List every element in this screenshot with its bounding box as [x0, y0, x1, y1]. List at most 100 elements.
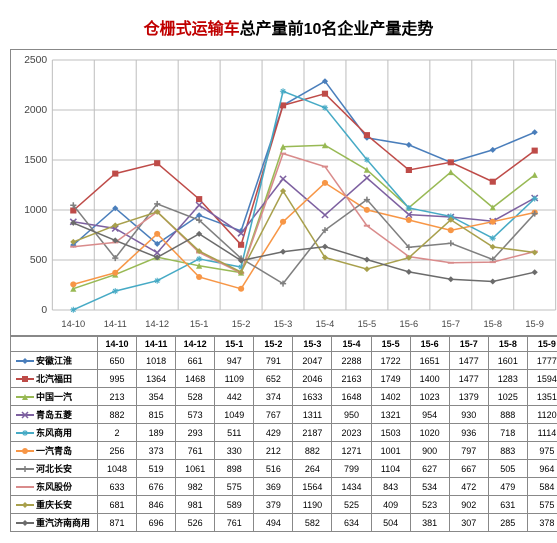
- data-cell: 1351: [527, 388, 557, 406]
- data-cell: 631: [488, 496, 527, 514]
- svg-text:15-9: 15-9: [525, 319, 544, 329]
- data-cell: 882: [98, 406, 137, 424]
- data-cell: 1400: [410, 370, 449, 388]
- svg-text:15-6: 15-6: [400, 319, 419, 329]
- data-cell: 2288: [332, 352, 371, 370]
- data-cell: 479: [488, 478, 527, 496]
- data-cell: 2187: [293, 424, 332, 442]
- table-row: 一汽青岛256373761330212882127110019007978839…: [11, 442, 557, 460]
- series-name: 东风商用: [36, 426, 72, 439]
- data-cell: 696: [137, 514, 176, 532]
- data-cell: 494: [254, 514, 293, 532]
- data-cell: 534: [410, 478, 449, 496]
- table-row: 东风商用218929351142921872023150310209367181…: [11, 424, 557, 442]
- series-name: 青岛五菱: [36, 408, 72, 421]
- data-cell: 797: [449, 442, 488, 460]
- table-row: 北汽福田995136414681109652204621631749140014…: [11, 370, 557, 388]
- data-cell: 667: [449, 460, 488, 478]
- series-name: 东风股份: [36, 480, 72, 493]
- data-cell: 634: [332, 514, 371, 532]
- col-header: 14-10: [98, 337, 137, 352]
- data-cell: 1749: [371, 370, 410, 388]
- legend-item: 青岛五菱: [14, 408, 96, 421]
- legend-item: 一汽青岛: [14, 444, 96, 457]
- data-cell: 1648: [332, 388, 371, 406]
- data-cell: 505: [488, 460, 527, 478]
- data-cell: 1114: [527, 424, 557, 442]
- legend-item: 河北长安: [14, 462, 96, 475]
- svg-text:0: 0: [41, 305, 47, 316]
- series-name: 河北长安: [36, 462, 72, 475]
- svg-text:15-1: 15-1: [190, 319, 209, 329]
- data-cell: 526: [176, 514, 215, 532]
- data-cell: 1477: [449, 370, 488, 388]
- line-chart: 0500100015002000250014-1014-1114-1215-11…: [10, 49, 557, 336]
- table-row: 青岛五菱882815573104976713119501321954930888…: [11, 406, 557, 424]
- data-cell: 189: [137, 424, 176, 442]
- data-cell: 285: [488, 514, 527, 532]
- data-cell: 975: [527, 442, 557, 460]
- data-cell: 627: [410, 460, 449, 478]
- col-header: 15-5: [371, 337, 410, 352]
- data-cell: 1048: [98, 460, 137, 478]
- legend-item: 东风股份: [14, 480, 96, 493]
- data-cell: 1601: [488, 352, 527, 370]
- data-cell: 1564: [293, 478, 332, 496]
- data-cell: 516: [254, 460, 293, 478]
- data-cell: 1402: [371, 388, 410, 406]
- data-cell: 950: [332, 406, 371, 424]
- data-cell: 767: [254, 406, 293, 424]
- data-cell: 519: [137, 460, 176, 478]
- title-highlight: 仓栅式运输车: [144, 21, 240, 38]
- data-cell: 1283: [488, 370, 527, 388]
- col-header: 15-4: [332, 337, 371, 352]
- data-cell: 589: [215, 496, 254, 514]
- data-cell: 1018: [137, 352, 176, 370]
- data-cell: 429: [254, 424, 293, 442]
- svg-text:14-11: 14-11: [104, 319, 127, 329]
- data-cell: 525: [332, 496, 371, 514]
- data-cell: 799: [332, 460, 371, 478]
- svg-text:1500: 1500: [24, 155, 47, 166]
- svg-text:15-5: 15-5: [358, 319, 377, 329]
- data-cell: 1025: [488, 388, 527, 406]
- table-row: 中国一汽213354528442374163316481402102313791…: [11, 388, 557, 406]
- data-cell: 930: [449, 406, 488, 424]
- data-cell: 573: [176, 406, 215, 424]
- data-cell: 575: [215, 478, 254, 496]
- data-cell: 1104: [371, 460, 410, 478]
- data-cell: 1311: [293, 406, 332, 424]
- col-header: 15-9: [527, 337, 557, 352]
- table-row: 安徽江淮650101866194779120472288172216511477…: [11, 352, 557, 370]
- data-cell: 374: [254, 388, 293, 406]
- data-cell: 213: [98, 388, 137, 406]
- legend-item: 中国一汽: [14, 390, 96, 403]
- data-cell: 954: [410, 406, 449, 424]
- data-cell: 1190: [293, 496, 332, 514]
- data-cell: 369: [254, 478, 293, 496]
- data-cell: 883: [488, 442, 527, 460]
- data-cell: 1594: [527, 370, 557, 388]
- data-cell: 1271: [332, 442, 371, 460]
- svg-text:14-10: 14-10: [61, 319, 85, 329]
- data-cell: 472: [449, 478, 488, 496]
- svg-text:2500: 2500: [24, 55, 47, 66]
- data-cell: 378: [527, 514, 557, 532]
- data-cell: 381: [410, 514, 449, 532]
- table-row: 重汽济南商用8716965267614945826345043813072853…: [11, 514, 557, 532]
- svg-text:500: 500: [30, 255, 48, 266]
- data-cell: 676: [137, 478, 176, 496]
- data-cell: 902: [449, 496, 488, 514]
- data-cell: 981: [176, 496, 215, 514]
- series-name: 一汽青岛: [36, 444, 72, 457]
- table-row: 河北长安104851910618985162647991104627667505…: [11, 460, 557, 478]
- data-cell: 936: [449, 424, 488, 442]
- col-header: 15-3: [293, 337, 332, 352]
- data-cell: 650: [98, 352, 137, 370]
- data-cell: 582: [293, 514, 332, 532]
- data-cell: 1722: [371, 352, 410, 370]
- data-cell: 1109: [215, 370, 254, 388]
- data-cell: 511: [215, 424, 254, 442]
- col-header: 14-12: [176, 337, 215, 352]
- data-cell: 2047: [293, 352, 332, 370]
